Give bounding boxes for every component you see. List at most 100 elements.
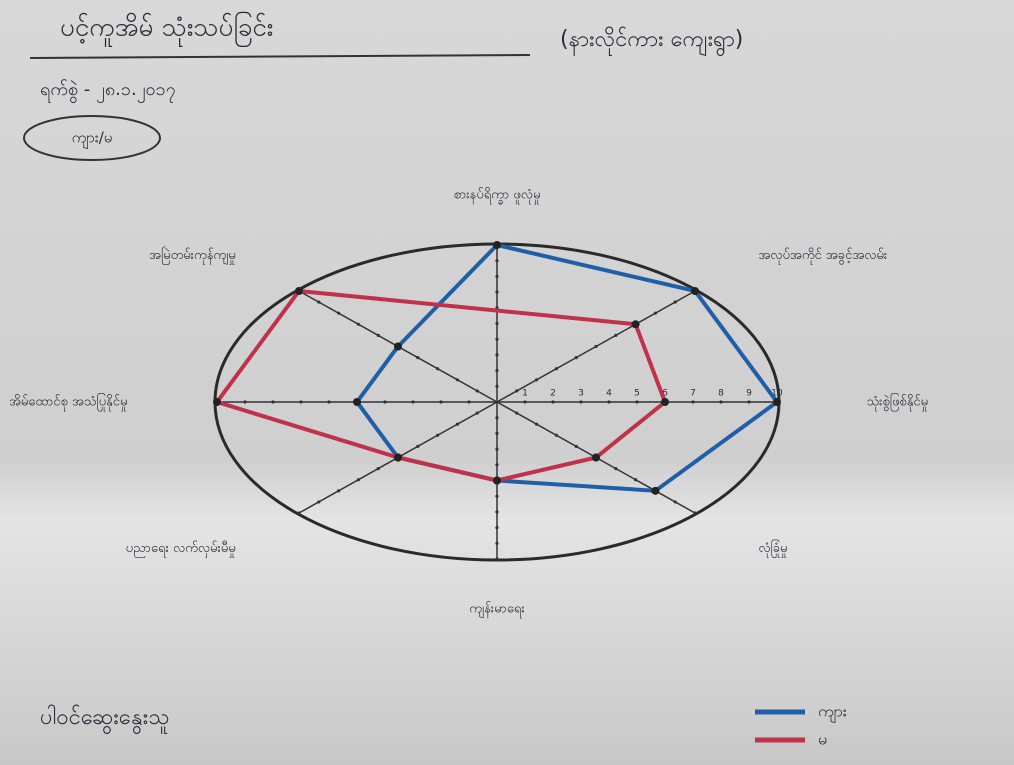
chart: ပင့်ကူအိမ် သုံးသပ်ခြင်း (နားလိုင်ကား ကျေ… xyxy=(0,0,1014,765)
axis-label: အလုပ်အကိုင် အခွင့်အလမ်း xyxy=(758,247,887,265)
axis-label: အမြဲတမ်းကုန်ကျမှု xyxy=(149,247,236,265)
data-point xyxy=(493,241,501,249)
tick-mark xyxy=(476,389,479,392)
legend-label: မ xyxy=(818,730,827,749)
axis-label: သုံးစွဲဖြစ်နိုင်မှု xyxy=(867,393,928,412)
tick-mark xyxy=(297,511,300,514)
data-point xyxy=(295,287,303,295)
data-point xyxy=(353,398,361,406)
data-point xyxy=(592,454,600,462)
tick-mark xyxy=(495,510,498,513)
tick-mark xyxy=(436,434,439,437)
title: ပင့်ကူအိမ် သုံးသပ်ခြင်း xyxy=(60,10,273,48)
tick-mark xyxy=(416,356,419,359)
tick-mark xyxy=(495,448,498,451)
tick-mark xyxy=(555,434,558,437)
tick-label: 2 xyxy=(550,389,556,399)
tick-mark xyxy=(337,312,340,315)
tick-mark xyxy=(535,378,538,381)
tick-mark xyxy=(357,478,360,481)
tick-mark xyxy=(523,400,526,403)
tick-mark xyxy=(467,400,470,403)
tick-mark xyxy=(271,400,274,403)
tick-mark xyxy=(575,445,578,448)
tick-mark xyxy=(299,400,302,403)
tick-mark xyxy=(515,389,518,392)
tick-label: 4 xyxy=(606,389,612,399)
data-point xyxy=(632,320,640,328)
tick-mark xyxy=(495,526,498,529)
tick-mark xyxy=(579,400,582,403)
tick-mark xyxy=(674,300,677,303)
tick-mark xyxy=(614,467,617,470)
data-point xyxy=(394,342,402,350)
tick-mark xyxy=(719,400,722,403)
tick-mark xyxy=(495,275,498,278)
tick-mark xyxy=(243,400,246,403)
tick-mark xyxy=(551,400,554,403)
tick-mark xyxy=(515,412,518,415)
tick-mark xyxy=(495,432,498,435)
data-point xyxy=(691,287,699,295)
axis-label: အိမ်ထောင်စု အသံပြုနိုင်မှု xyxy=(9,393,127,412)
tick-mark xyxy=(357,323,360,326)
tick-mark xyxy=(495,338,498,341)
tick-mark xyxy=(416,445,419,448)
tick-mark xyxy=(377,334,380,337)
tick-mark xyxy=(495,416,498,419)
tick-mark xyxy=(317,500,320,503)
group-tag: ကျား/မ xyxy=(72,129,113,150)
tick-label: 1 xyxy=(522,389,528,399)
tick-label: 3 xyxy=(578,389,584,399)
tick-mark xyxy=(575,356,578,359)
tick-mark xyxy=(693,511,696,514)
tick-mark xyxy=(614,334,617,337)
data-point xyxy=(213,398,221,406)
tick-mark xyxy=(456,378,459,381)
tick-mark xyxy=(495,353,498,356)
tick-mark xyxy=(495,557,498,560)
tick-mark xyxy=(495,385,498,388)
tick-mark xyxy=(654,312,657,315)
tick-label: 9 xyxy=(746,389,752,399)
tick-mark xyxy=(439,400,442,403)
tick-mark xyxy=(495,291,498,294)
tick-mark xyxy=(327,400,330,403)
tick-mark xyxy=(594,345,597,348)
tick-label: 7 xyxy=(690,389,696,399)
tick-mark xyxy=(674,500,677,503)
tick-mark xyxy=(337,489,340,492)
tick-mark xyxy=(436,367,439,370)
tick-mark xyxy=(555,367,558,370)
tick-mark xyxy=(495,369,498,372)
axis-label: လုံခြုံမှု xyxy=(758,539,787,558)
tick-mark xyxy=(495,495,498,498)
axis-label: စားနပ်ရိက္ခာ ဖူလုံမှု xyxy=(454,186,541,204)
paper xyxy=(0,0,1014,765)
tick-mark xyxy=(747,400,750,403)
tick-mark xyxy=(495,322,498,325)
tick-mark xyxy=(495,463,498,466)
tick-mark xyxy=(607,400,610,403)
tick-mark xyxy=(456,423,459,426)
tick-mark xyxy=(635,400,638,403)
date-label: ရက်စွဲ - ၂၈.၁.၂၀၁၇ xyxy=(40,79,176,103)
data-point xyxy=(773,398,781,406)
tick-label: 5 xyxy=(634,389,640,399)
tick-mark xyxy=(634,478,637,481)
tick-mark xyxy=(691,400,694,403)
tick-mark xyxy=(317,300,320,303)
data-point xyxy=(651,487,659,495)
tick-label: 8 xyxy=(718,389,724,399)
tick-mark xyxy=(495,259,498,262)
tick-mark xyxy=(495,542,498,545)
tick-mark xyxy=(377,467,380,470)
data-point xyxy=(661,398,669,406)
tick-mark xyxy=(535,423,538,426)
data-point xyxy=(394,454,402,462)
tick-mark xyxy=(411,400,414,403)
page: ပင့်ကူအိမ် သုံးသပ်ခြင်း (နားလိုင်ကား ကျေ… xyxy=(0,0,1014,765)
legend-label: ကျား xyxy=(818,702,847,724)
tick-mark xyxy=(476,412,479,415)
axis-label: ပညာရေး လက်လှမ်းမီမှု xyxy=(126,540,236,558)
